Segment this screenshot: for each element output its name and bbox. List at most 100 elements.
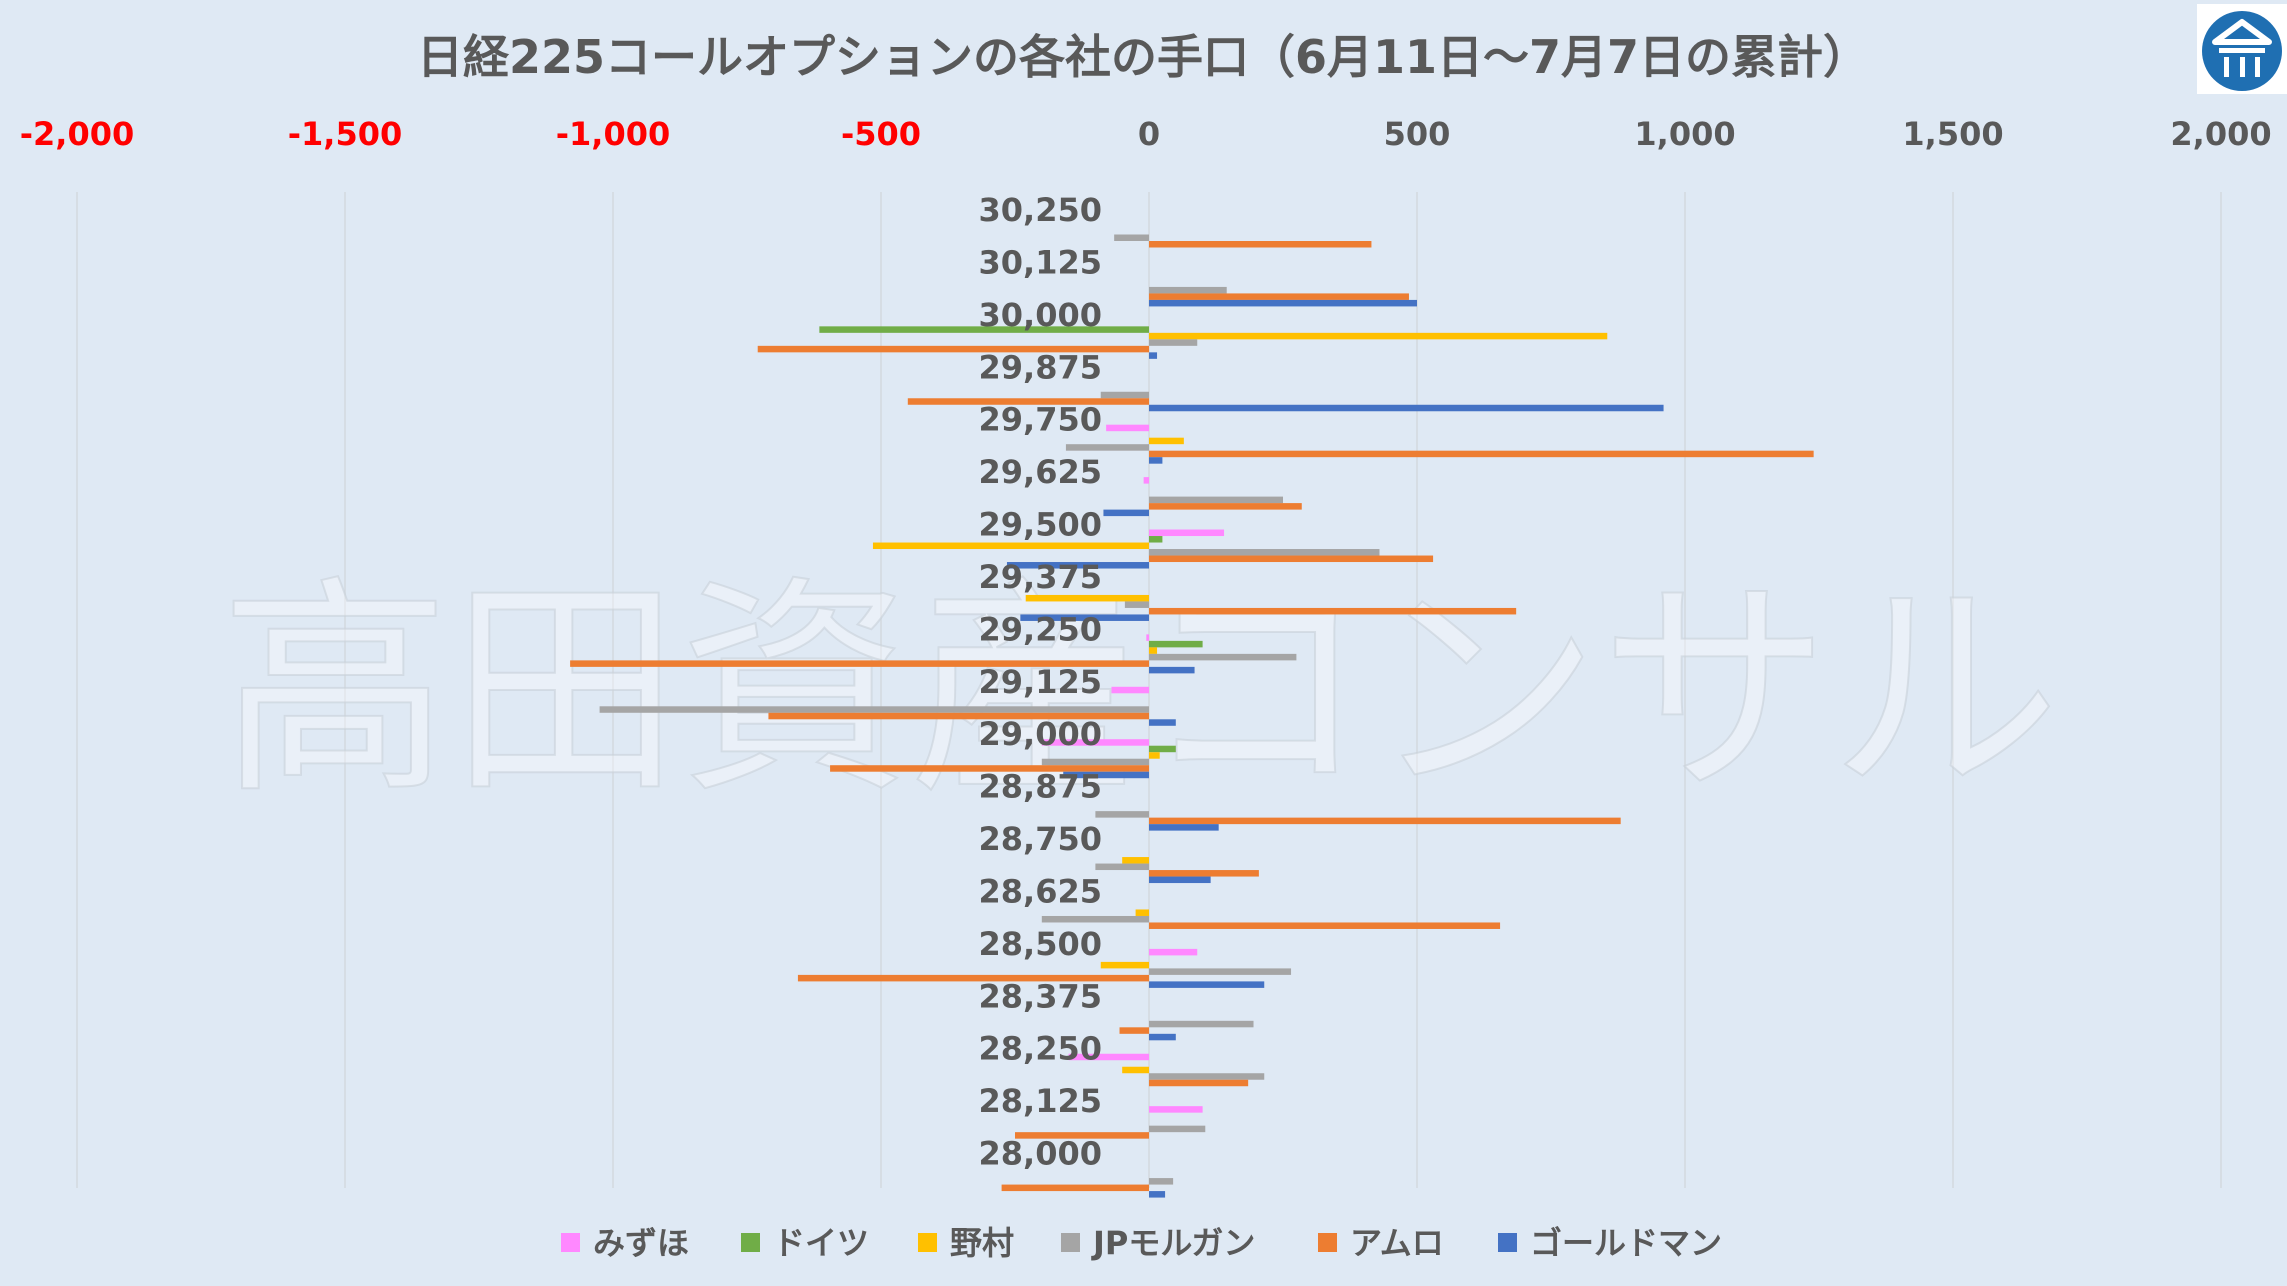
bar — [1095, 811, 1149, 818]
bar — [1149, 607, 1517, 615]
bar — [1149, 339, 1198, 346]
legend-label: 野村 — [950, 1224, 1014, 1262]
y-tick-label: 29,375 — [979, 558, 1102, 596]
house-logo — [2197, 4, 2287, 94]
y-tick-label: 29,125 — [979, 663, 1102, 701]
x-tick-label: -2,000 — [20, 115, 135, 153]
bar — [1149, 1033, 1176, 1041]
bar — [1100, 391, 1149, 399]
bar — [1135, 909, 1149, 916]
bars — [570, 234, 1814, 1198]
bar — [1149, 745, 1176, 753]
bar — [1149, 536, 1163, 543]
x-tick-label: 500 — [1384, 115, 1451, 153]
bar — [1149, 752, 1160, 759]
y-tick-label: 28,125 — [979, 1082, 1102, 1120]
bar — [1149, 824, 1219, 831]
bar — [1095, 863, 1149, 871]
bar — [1149, 1020, 1254, 1028]
bar — [1122, 857, 1149, 864]
bar — [819, 326, 1149, 333]
bar — [1149, 529, 1225, 537]
bar — [1149, 968, 1292, 975]
bar — [1103, 509, 1149, 517]
bar — [1149, 404, 1664, 412]
y-tick-label: 30,125 — [979, 243, 1102, 281]
x-tick-label: 2,000 — [2170, 115, 2271, 153]
legend-label: ゴールドマン — [1530, 1224, 1722, 1262]
bar — [1041, 739, 1149, 746]
bar — [1149, 817, 1621, 825]
bar — [1149, 241, 1372, 248]
legend-swatch — [1498, 1233, 1517, 1252]
bar — [1025, 594, 1149, 602]
bar — [1149, 647, 1158, 654]
bar — [1149, 1178, 1174, 1185]
x-axis-ticks: -2,000 -1,500 -1,000 -500 0 500 1,000 1,500 2,00… — [20, 115, 2272, 153]
bar — [1149, 876, 1211, 884]
bar — [1149, 1125, 1206, 1133]
bar — [1006, 562, 1149, 569]
bar — [1041, 758, 1149, 766]
bar — [1020, 614, 1149, 621]
legend-label: みずほ — [593, 1224, 689, 1262]
bar — [1119, 1027, 1149, 1034]
bar — [1149, 640, 1203, 648]
legend-label: JPモルガン — [1091, 1224, 1255, 1262]
bar — [1149, 457, 1163, 464]
bar — [1149, 555, 1434, 563]
bar — [1146, 634, 1149, 641]
bar — [1149, 503, 1302, 510]
legend-label: アムロ — [1350, 1224, 1444, 1262]
bar — [1149, 1073, 1265, 1080]
bar — [1065, 444, 1149, 451]
bar — [1149, 286, 1227, 294]
x-tick-label: 0 — [1138, 115, 1160, 153]
bar — [1149, 1106, 1203, 1113]
chart-title: 日経225コールオプションの各社の手口（6月11日〜7月7日の累計） — [417, 30, 1869, 84]
bar — [872, 542, 1149, 550]
x-tick-label: 1,000 — [1634, 115, 1735, 153]
bar — [599, 706, 1149, 713]
bar — [907, 398, 1149, 405]
legend-label: ドイツ — [773, 1224, 869, 1262]
bar — [1149, 332, 1608, 340]
bar — [1068, 1053, 1149, 1061]
y-tick-label: 28,625 — [979, 872, 1102, 910]
bar — [1111, 686, 1149, 694]
y-tick-label: 28,000 — [979, 1135, 1102, 1173]
bar — [1149, 437, 1184, 445]
bar — [768, 712, 1149, 720]
legend-swatch — [741, 1233, 760, 1252]
bar — [1001, 1184, 1149, 1192]
bar — [1149, 922, 1501, 929]
y-tick-label: 29,000 — [979, 715, 1102, 753]
legend-swatch — [918, 1233, 937, 1252]
bar — [1149, 293, 1409, 300]
y-tick-label: 29,875 — [979, 348, 1102, 386]
y-tick-label: 28,375 — [979, 977, 1102, 1015]
bar — [1149, 450, 1814, 458]
y-tick-label: 28,500 — [979, 925, 1102, 963]
y-tick-label: 30,250 — [979, 191, 1102, 229]
bar — [830, 765, 1149, 772]
bar — [1143, 477, 1149, 484]
bar — [1149, 666, 1195, 674]
bar — [1149, 299, 1417, 307]
bar — [1149, 653, 1297, 661]
y-tick-label: 28,750 — [979, 820, 1102, 858]
bar — [570, 660, 1149, 667]
y-tick-label: 29,750 — [979, 401, 1102, 439]
bar — [1149, 870, 1259, 877]
bar — [1041, 915, 1149, 923]
bar — [1149, 1079, 1249, 1087]
bar — [1149, 549, 1380, 556]
bar — [797, 974, 1149, 982]
bar — [1149, 948, 1198, 956]
y-tick-label: 30,000 — [979, 296, 1102, 334]
legend-swatch — [1318, 1233, 1337, 1252]
bar — [1149, 352, 1158, 359]
bar — [1114, 234, 1149, 241]
x-tick-label: -1,000 — [556, 115, 671, 153]
